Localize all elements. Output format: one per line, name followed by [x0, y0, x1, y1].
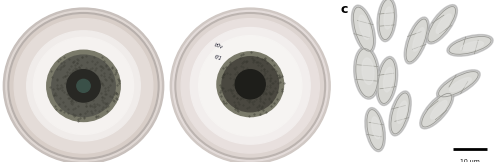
Ellipse shape: [397, 101, 407, 123]
Ellipse shape: [367, 110, 384, 150]
Text: a: a: [6, 3, 15, 16]
Ellipse shape: [354, 7, 374, 51]
Ellipse shape: [377, 0, 396, 42]
Ellipse shape: [362, 58, 374, 85]
Ellipse shape: [356, 49, 378, 97]
Ellipse shape: [365, 108, 386, 152]
Text: c: c: [340, 3, 347, 16]
Ellipse shape: [26, 31, 140, 141]
Ellipse shape: [47, 50, 120, 122]
Ellipse shape: [436, 14, 452, 34]
Ellipse shape: [217, 52, 284, 117]
Ellipse shape: [372, 117, 380, 139]
Ellipse shape: [14, 19, 153, 153]
Text: b: b: [174, 3, 182, 16]
Ellipse shape: [384, 7, 392, 29]
Ellipse shape: [34, 37, 134, 134]
Ellipse shape: [460, 41, 483, 51]
Ellipse shape: [420, 92, 454, 129]
Ellipse shape: [222, 57, 278, 112]
Ellipse shape: [378, 58, 396, 104]
Ellipse shape: [352, 5, 376, 53]
Ellipse shape: [428, 6, 456, 42]
Ellipse shape: [359, 15, 370, 39]
Ellipse shape: [379, 0, 394, 40]
Ellipse shape: [389, 91, 411, 136]
Ellipse shape: [422, 93, 452, 127]
Ellipse shape: [170, 8, 330, 162]
Ellipse shape: [406, 19, 427, 62]
Ellipse shape: [67, 70, 100, 102]
Ellipse shape: [236, 70, 265, 99]
Ellipse shape: [436, 70, 480, 99]
Ellipse shape: [391, 93, 409, 134]
Ellipse shape: [190, 28, 310, 144]
Ellipse shape: [6, 11, 161, 161]
Ellipse shape: [438, 72, 478, 97]
Ellipse shape: [4, 8, 164, 162]
Ellipse shape: [376, 57, 398, 105]
Ellipse shape: [450, 78, 471, 92]
Ellipse shape: [173, 11, 328, 161]
Text: 6/1: 6/1: [214, 54, 222, 61]
Ellipse shape: [384, 67, 393, 92]
Text: 10 μm: 10 μm: [460, 159, 480, 162]
Ellipse shape: [412, 28, 424, 51]
Ellipse shape: [52, 55, 115, 117]
Ellipse shape: [177, 15, 324, 157]
Ellipse shape: [10, 15, 157, 157]
Ellipse shape: [198, 36, 302, 136]
Text: b0v: b0v: [214, 42, 224, 50]
Ellipse shape: [404, 17, 429, 64]
Ellipse shape: [354, 47, 380, 99]
Ellipse shape: [449, 36, 491, 54]
Ellipse shape: [77, 79, 90, 92]
Ellipse shape: [430, 100, 447, 119]
Ellipse shape: [181, 19, 320, 153]
Ellipse shape: [447, 35, 493, 56]
Ellipse shape: [426, 5, 458, 44]
